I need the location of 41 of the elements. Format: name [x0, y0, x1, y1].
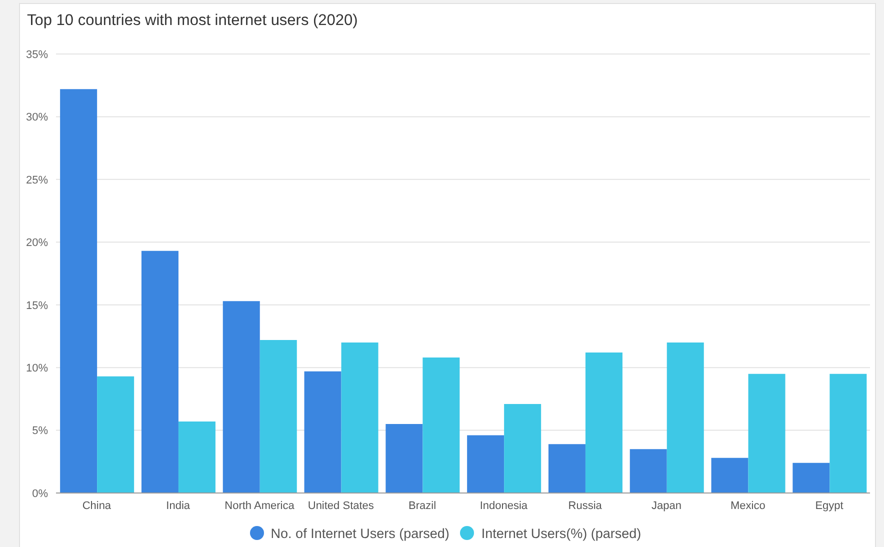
bar [830, 374, 867, 493]
x-tick-label: Egypt [815, 500, 844, 512]
bar [711, 458, 748, 493]
x-tick-label: Mexico [730, 500, 766, 512]
bar [260, 340, 297, 493]
legend-label: No. of Internet Users (parsed) [270, 526, 450, 540]
bar [304, 371, 342, 493]
bar [630, 449, 667, 493]
bar [141, 250, 178, 493]
x-tick-label: Indonesia [480, 500, 528, 512]
y-tick-label: 15% [26, 300, 48, 312]
y-tick-label: 20% [26, 237, 48, 250]
bar [222, 301, 260, 493]
y-tick-label: 0% [32, 488, 48, 500]
bar [504, 404, 542, 493]
x-tick-label: Japan [652, 500, 682, 512]
bar [548, 444, 586, 493]
bar [748, 374, 786, 493]
bar [341, 342, 378, 493]
y-tick-label: 10% [26, 362, 48, 374]
bar [97, 376, 134, 493]
bar [60, 89, 98, 493]
bar [585, 352, 622, 493]
bar [666, 342, 704, 493]
bar [467, 435, 504, 493]
x-tick-label: Russia [568, 500, 603, 512]
legend-label: Internet Users(%) (parsed) [481, 526, 642, 540]
y-tick-label: 30% [26, 112, 48, 124]
x-tick-label: China [82, 500, 112, 512]
chart-title: Top 10 countries with most internet users (2020) [27, 12, 358, 30]
bar [422, 358, 460, 493]
bar [792, 462, 830, 493]
bar [386, 424, 423, 493]
y-tick-label: 25% [26, 174, 48, 186]
x-tick-label: Brazil [408, 500, 436, 512]
x-tick-label: North America [224, 500, 296, 512]
x-tick-label: India [166, 500, 191, 512]
y-tick-label: 35% [26, 48, 48, 61]
y-tick-label: 5% [32, 425, 48, 438]
bar [178, 422, 216, 493]
x-tick-label: United States [308, 500, 374, 512]
